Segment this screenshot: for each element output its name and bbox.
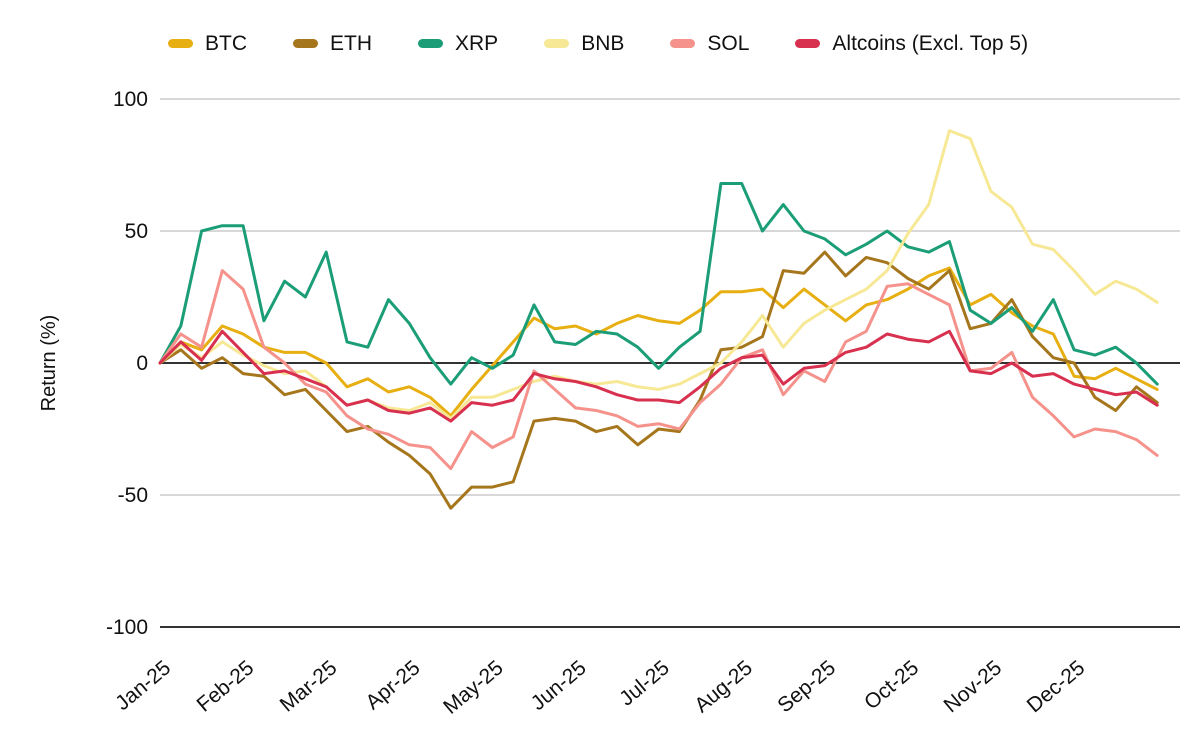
x-tick-label: Jan-25 [111, 656, 175, 715]
legend-swatch-eth [293, 39, 318, 48]
x-tick-label: Jun-25 [527, 656, 591, 715]
legend-item-xrp: XRP [418, 33, 498, 54]
series-line-xrp [158, 182, 1159, 386]
legend-item-altcoins-excl-top-5: Altcoins (Excl. Top 5) [795, 33, 1028, 54]
series-lines [158, 129, 1159, 510]
x-tick-label: Apr-25 [361, 656, 424, 714]
x-tick-label: May-25 [439, 656, 507, 719]
legend: BTC ETH XRP BNB SOL Altcoins (Excl. Top 5) [168, 33, 1028, 54]
legend-swatch-sol [670, 39, 696, 48]
legend-label-btc: BTC [205, 32, 247, 55]
legend-label-altcoins-excl-top-5: Altcoins (Excl. Top 5) [832, 32, 1029, 55]
x-tick-label: Sep-25 [773, 656, 840, 717]
x-tick-label: Mar-25 [276, 656, 342, 716]
series-line-btc [158, 266, 1159, 418]
legend-label-bnb: BNB [581, 32, 625, 55]
legend-label-sol: SOL [707, 32, 750, 55]
y-tick-label: -50 [118, 484, 148, 507]
legend-label-eth: ETH [330, 32, 372, 55]
legend-item-btc: BTC [168, 33, 247, 54]
x-tick-label: Jul-25 [615, 656, 674, 710]
x-tick-labels: Jan-25 Feb-25 Mar-25 Apr-25 May-25 Jun-25 Jul-… [111, 656, 1089, 719]
x-tick-label: Feb-25 [193, 656, 259, 716]
legend-item-bnb: BNB [544, 33, 624, 54]
legend-swatch-bnb [544, 39, 570, 48]
legend-item-eth: ETH [293, 33, 372, 54]
legend-item-sol: SOL [670, 33, 749, 54]
y-tick-labels: 100 50 0 -50 -100 [106, 88, 148, 639]
x-tick-label: Nov-25 [940, 656, 1007, 717]
legend-swatch-xrp [418, 39, 443, 48]
series-line-bnb [158, 129, 1159, 420]
y-tick-label: 50 [125, 220, 148, 243]
legend-label-xrp: XRP [455, 32, 499, 55]
y-gridlines [160, 98, 1180, 628]
series-line-altcoins-excl-top-5 [158, 329, 1159, 423]
y-tick-label: -100 [106, 616, 148, 639]
y-tick-label: 0 [136, 352, 148, 375]
legend-swatch-altcoins-excl-top-5 [795, 39, 821, 48]
series-line-sol [158, 269, 1159, 471]
y-axis-title: Return (%) [38, 315, 60, 412]
legend-swatch-btc [168, 39, 193, 48]
x-tick-label: Oct-25 [860, 656, 923, 714]
y-tick-label: 100 [113, 88, 148, 111]
x-tick-label: Aug-25 [690, 656, 757, 717]
x-tick-label: Dec-25 [1023, 656, 1090, 717]
